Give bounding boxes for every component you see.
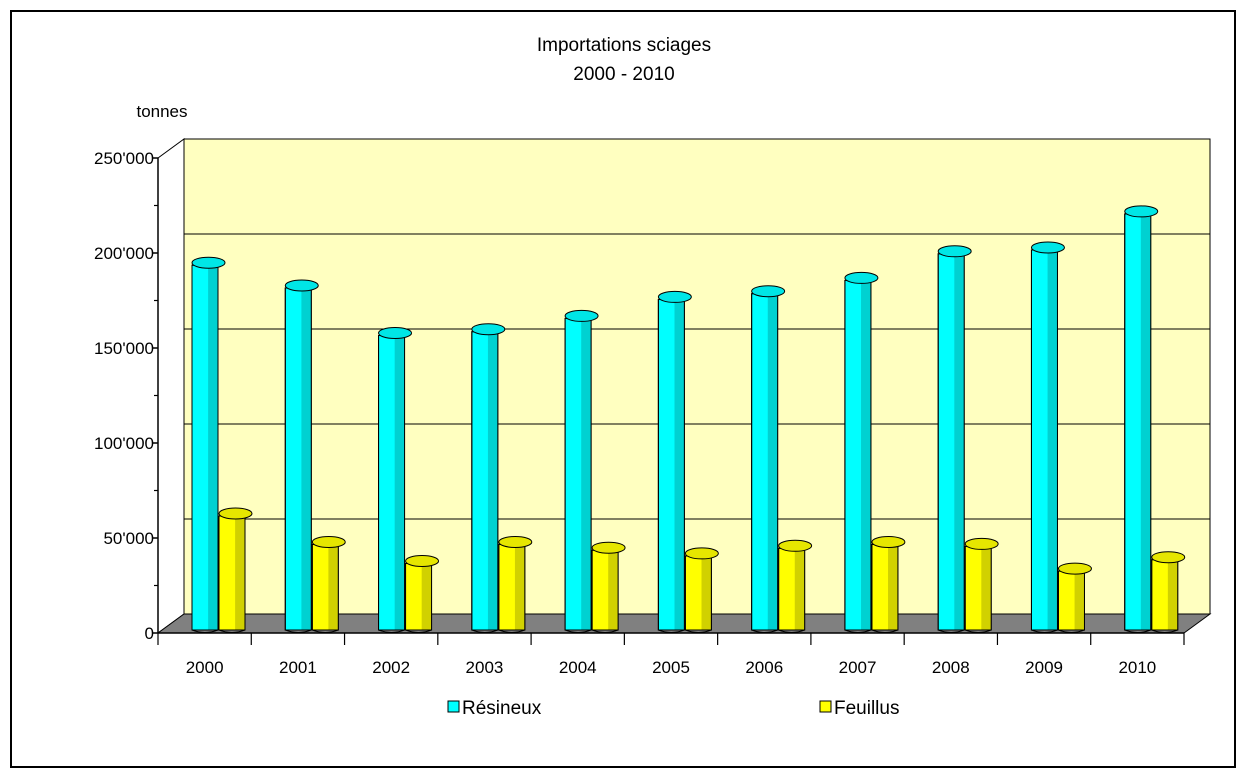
bar-resineux-2004-shade [581,318,592,630]
bar-feuillus-2004-shade [608,550,619,630]
bar-feuillus-2007-shade [888,544,898,630]
legend-label-1: Feuillus [834,698,899,719]
bar-resineux-2006-shade [767,293,778,630]
bar-resineux-2000 [191,256,226,633]
y-tick-label: 200'000 [94,244,154,263]
bar-resineux-2002 [378,327,413,633]
bar-feuillus-2004 [591,541,626,633]
y-tick-label: 0 [145,624,154,643]
bar-feuillus-2004-top [591,541,626,554]
bar-feuillus-2001-shade [328,544,339,630]
y-tick-label: 150'000 [94,339,154,358]
bar-feuillus-2001 [311,536,346,633]
axes-group: 0 50'000 100'000 150'000 200'000 250'000 2000 2… [94,149,1185,677]
bar-feuillus-2009 [1057,562,1092,633]
bar-feuillus-2005-top [684,547,719,560]
bar-feuillus-2003-top [498,536,533,548]
bar-resineux-2007 [844,271,879,633]
bar-feuillus-2002-shade [421,563,432,630]
bar-feuillus-2005 [684,547,719,633]
x-tick-label: 2010 [1118,658,1156,677]
bar-resineux-2006-top [751,285,786,298]
bar-resineux-2000-shade [208,265,218,630]
bar-resineux-2005 [657,290,692,633]
bar-resineux-2010-shade [1140,213,1151,630]
bar-resineux-2010 [1124,205,1159,633]
x-tick-label: 2000 [186,658,224,677]
x-tick-label: 2001 [279,658,317,677]
bar-feuillus-2006-shade [794,548,805,630]
legend: Résineux Feuillus [447,698,899,719]
legend-swatch-0 [447,700,460,713]
bar-resineux-2008-top [937,245,972,258]
bar-resineux-2009-shade [1047,250,1058,630]
bar-feuillus-2008-top [964,537,999,550]
x-tick-label: 2004 [559,658,597,677]
y-tick-label: 50'000 [103,529,154,548]
y-tick-label: 250'000 [94,149,154,168]
bar-resineux-2006 [751,285,786,633]
bar-feuillus-2008 [964,537,999,633]
chart-title: Importations sciages [537,35,711,56]
x-tick-label: 2003 [466,658,504,677]
legend-label-0: Résineux [462,698,542,719]
legend-swatch-1 [819,700,832,713]
bar-resineux-2001-top [284,279,319,292]
bar-feuillus-2007 [871,536,906,633]
bar-feuillus-2009-top [1057,562,1092,575]
x-tick-label: 2007 [839,658,877,677]
bar-resineux-2003 [471,323,506,633]
bar-feuillus-2006 [778,539,813,633]
bar-feuillus-2006-top [778,539,813,552]
bar-resineux-2008-shade [954,253,965,631]
bar-feuillus-2008-shade [981,546,992,630]
bar-feuillus-2005-shade [701,555,712,630]
bar-resineux-2003-top [471,323,506,336]
bar-resineux-2005-top [657,290,692,303]
bar-resineux-2002-shade [394,335,405,630]
bar-resineux-2010-top [1124,205,1159,218]
bars-group [191,205,1186,633]
bar-resineux-2000-top [191,256,226,269]
bar-resineux-2009 [1030,241,1065,633]
x-tick-label: 2005 [652,658,690,677]
x-tick-label: 2006 [745,658,783,677]
left-wall-panel [157,138,185,634]
x-tick-label: 2009 [1025,658,1063,677]
bar-feuillus-2003 [498,536,533,633]
bar-feuillus-2000-top [218,507,253,520]
x-tick-label: 2008 [932,658,970,677]
bar-resineux-2001-shade [301,288,312,630]
bar-feuillus-2002-top [405,555,440,567]
bar-resineux-2007-top [844,271,879,284]
bar-resineux-2005-shade [674,299,685,630]
bar-resineux-2002-top [378,327,413,339]
plot-left-wall [157,138,185,634]
bar-feuillus-2001-top [311,536,346,548]
bar-feuillus-2007-top [871,536,906,548]
bar-feuillus-2000-shade [235,516,245,630]
bar-feuillus-2002 [405,555,440,633]
bar-feuillus-2003-shade [514,544,525,630]
bar-feuillus-2010 [1151,551,1186,633]
bar-resineux-2007-shade [861,280,871,630]
bar-resineux-2009-top [1030,241,1065,254]
bar-feuillus-2009-shade [1074,571,1085,630]
bar-feuillus-2010-shade [1167,559,1178,630]
bar-resineux-2004-top [564,309,599,322]
y-tick-label: 100'000 [94,434,154,453]
bar-resineux-2001 [284,279,319,633]
bar-resineux-2003-shade [487,331,498,630]
chart-subtitle: 2000 - 2010 [573,64,674,85]
bar-feuillus-2010-top [1151,551,1186,564]
x-tick-label: 2002 [372,658,410,677]
bar-resineux-2004 [564,309,599,633]
bar-resineux-2008 [937,245,972,633]
y-axis-label: tonnes [136,102,187,121]
